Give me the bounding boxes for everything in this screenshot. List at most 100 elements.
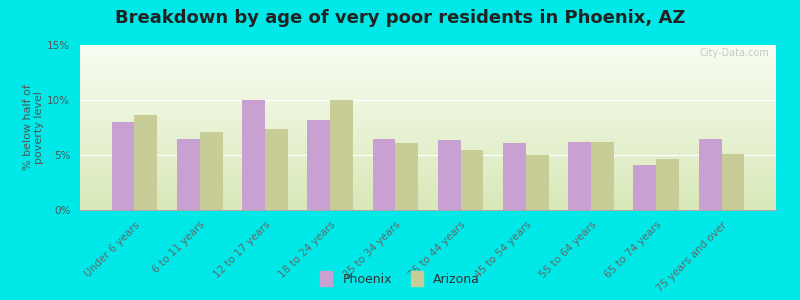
Bar bbox=[242, 100, 265, 210]
Bar bbox=[177, 139, 200, 210]
Bar bbox=[80, 101, 776, 103]
Bar bbox=[80, 76, 776, 78]
Bar bbox=[80, 183, 776, 185]
Bar bbox=[80, 134, 776, 136]
Bar bbox=[80, 66, 776, 68]
Bar bbox=[503, 143, 526, 210]
Bar bbox=[80, 82, 776, 84]
Bar bbox=[591, 142, 614, 210]
Bar bbox=[80, 179, 776, 181]
Bar bbox=[80, 107, 776, 109]
Bar bbox=[80, 119, 776, 121]
Bar bbox=[634, 165, 656, 210]
Bar bbox=[80, 132, 776, 134]
Bar bbox=[80, 92, 776, 95]
Bar bbox=[80, 187, 776, 189]
Bar bbox=[80, 138, 776, 140]
Bar bbox=[80, 167, 776, 169]
Bar bbox=[80, 169, 776, 171]
Text: City-Data.com: City-Data.com bbox=[699, 48, 769, 58]
Bar bbox=[80, 61, 776, 64]
Bar bbox=[80, 57, 776, 59]
Bar bbox=[80, 123, 776, 125]
Bar bbox=[134, 116, 158, 210]
Bar bbox=[80, 45, 776, 47]
Bar bbox=[80, 181, 776, 183]
Bar bbox=[656, 159, 679, 210]
Bar bbox=[80, 128, 776, 130]
Bar bbox=[80, 171, 776, 173]
Bar bbox=[80, 175, 776, 177]
Bar bbox=[80, 55, 776, 57]
Bar bbox=[80, 146, 776, 148]
Bar bbox=[568, 142, 591, 210]
Bar bbox=[80, 140, 776, 142]
Bar bbox=[80, 47, 776, 49]
Bar bbox=[80, 163, 776, 165]
Bar bbox=[80, 125, 776, 128]
Bar bbox=[80, 53, 776, 55]
Bar bbox=[80, 130, 776, 132]
Bar bbox=[80, 109, 776, 111]
Bar bbox=[80, 90, 776, 92]
Bar bbox=[80, 68, 776, 70]
Bar bbox=[80, 121, 776, 123]
Bar bbox=[80, 200, 776, 202]
Bar bbox=[80, 150, 776, 152]
Bar bbox=[80, 88, 776, 90]
Bar bbox=[80, 148, 776, 150]
Bar bbox=[80, 144, 776, 146]
Y-axis label: % below half of
poverty level: % below half of poverty level bbox=[22, 85, 44, 170]
Bar bbox=[526, 155, 549, 210]
Bar bbox=[80, 115, 776, 117]
Bar bbox=[80, 113, 776, 115]
Bar bbox=[80, 177, 776, 179]
Bar bbox=[80, 78, 776, 80]
Bar bbox=[80, 51, 776, 53]
Bar bbox=[80, 86, 776, 88]
Bar bbox=[265, 129, 288, 210]
Bar bbox=[80, 136, 776, 138]
Bar bbox=[80, 198, 776, 200]
Bar bbox=[80, 189, 776, 191]
Bar bbox=[698, 139, 722, 210]
Bar bbox=[373, 139, 395, 210]
Bar bbox=[80, 111, 776, 113]
Bar bbox=[80, 191, 776, 194]
Bar bbox=[80, 70, 776, 72]
Bar bbox=[80, 158, 776, 160]
Bar bbox=[80, 165, 776, 167]
Bar bbox=[112, 122, 134, 210]
Bar bbox=[80, 142, 776, 144]
Bar bbox=[80, 105, 776, 107]
Bar bbox=[722, 154, 744, 210]
Bar bbox=[80, 72, 776, 74]
Bar bbox=[80, 49, 776, 51]
Bar bbox=[80, 194, 776, 196]
Bar bbox=[80, 204, 776, 206]
Bar bbox=[461, 149, 483, 210]
Bar bbox=[330, 100, 353, 210]
Bar bbox=[80, 117, 776, 119]
Bar bbox=[80, 206, 776, 208]
Bar bbox=[80, 74, 776, 76]
Bar bbox=[80, 185, 776, 187]
Bar bbox=[200, 132, 222, 210]
Bar bbox=[80, 202, 776, 204]
Bar bbox=[80, 64, 776, 66]
Bar bbox=[395, 143, 418, 210]
Bar bbox=[80, 156, 776, 158]
Bar bbox=[80, 152, 776, 154]
Bar bbox=[80, 97, 776, 99]
Bar bbox=[80, 94, 776, 97]
Bar bbox=[80, 154, 776, 156]
Bar bbox=[80, 99, 776, 101]
Bar bbox=[80, 173, 776, 175]
Bar bbox=[80, 196, 776, 198]
Bar bbox=[80, 160, 776, 163]
Legend: Phoenix, Arizona: Phoenix, Arizona bbox=[315, 266, 485, 291]
Bar bbox=[80, 208, 776, 210]
Bar bbox=[438, 140, 461, 210]
Bar bbox=[80, 84, 776, 86]
Bar bbox=[80, 80, 776, 82]
